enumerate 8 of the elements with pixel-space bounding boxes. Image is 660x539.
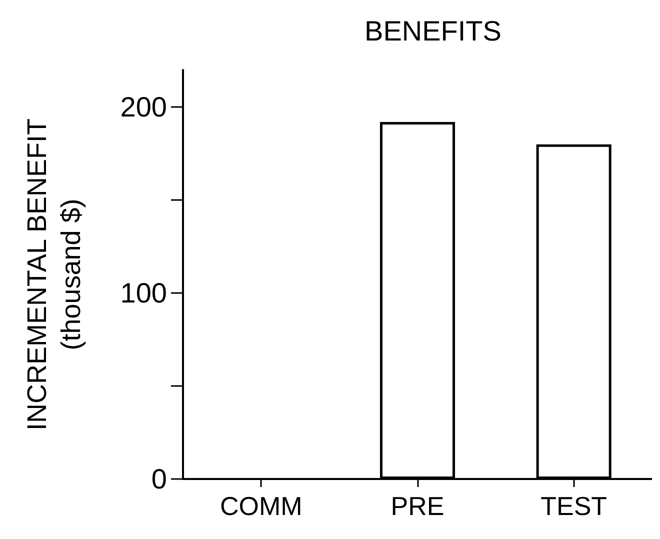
y-tick-label: 0 [151, 464, 167, 494]
y-tick-label: 200 [120, 92, 167, 123]
x-tick-label: TEST [540, 491, 608, 521]
x-tick-label: COMM [220, 491, 302, 521]
x-tick-label: PRE [390, 491, 444, 521]
chart-title: BENEFITS [364, 16, 502, 46]
y-axis-title: INCREMENTAL BENEFIT (thousand $) [22, 118, 86, 431]
y-tick-label: 100 [120, 278, 167, 309]
